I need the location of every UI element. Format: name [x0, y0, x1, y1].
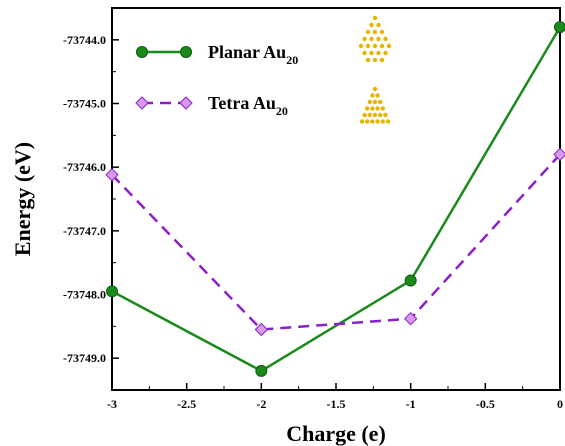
gold-atom [358, 43, 364, 49]
gold-atom [372, 86, 378, 92]
gold-atom [379, 29, 385, 35]
gold-atom [379, 43, 385, 49]
gold-atom [378, 112, 383, 118]
gold-atom [372, 99, 378, 105]
y-tick-label: -73746.0 [63, 160, 106, 174]
x-tick-label: -1.5 [327, 397, 346, 411]
x-tick-label: -2 [256, 397, 266, 411]
gold-atom [375, 106, 380, 111]
series-line-planar [111, 26, 562, 373]
y-tick-label: -73748.0 [63, 288, 106, 302]
gold-atom [375, 119, 380, 124]
data-point-tetra [403, 311, 418, 326]
gold-atom [362, 36, 367, 42]
x-tick-label: 0 [557, 397, 563, 411]
gold-atom [385, 119, 391, 124]
gold-atom [376, 36, 381, 42]
gold-atom [365, 43, 371, 49]
gold-atom [362, 112, 367, 118]
gold-atom [365, 57, 371, 63]
legend-marker-tetra [179, 96, 193, 110]
data-point-tetra [105, 168, 119, 182]
data-point-planar [404, 274, 417, 287]
legend: Planar Au20 Tetra Au20 [135, 15, 392, 124]
y-tick-label: -73747.0 [63, 224, 106, 238]
gold-atom [369, 50, 374, 56]
axis-ticks: -3 -2.5 -2 -1.5 -1 -0.5 0 -73749.0 -73748.0 -7374… [63, 7, 563, 411]
gold-atom [370, 106, 375, 111]
gold-atom [376, 22, 381, 28]
series-line-tetra [111, 153, 561, 331]
gold-atom [365, 106, 370, 111]
x-tick-label: -0.5 [476, 397, 495, 411]
planar-au20-cluster-icon [358, 15, 392, 63]
gold-atom [383, 50, 388, 56]
legend-marker-tetra [135, 96, 149, 110]
gold-atom [367, 99, 372, 105]
gold-atom [383, 36, 388, 42]
gold-atom [372, 57, 378, 63]
gold-atom [379, 57, 385, 63]
series-lines [111, 26, 562, 373]
y-tick-label: -73745.0 [63, 97, 106, 111]
data-point-tetra [553, 147, 565, 162]
gold-atom [383, 112, 388, 118]
gold-atom [369, 36, 374, 42]
x-axis-title: Charge (e) [286, 421, 386, 446]
y-tick-label: -73749.0 [63, 351, 106, 365]
gold-atom [370, 119, 375, 124]
y-axis-title: Energy (eV) [10, 142, 35, 256]
gold-atom [372, 29, 378, 35]
gold-atom [367, 112, 372, 118]
legend-label-tetra: Tetra Au20 [208, 93, 288, 118]
legend-marker-planar [180, 46, 192, 58]
gold-atom [376, 50, 381, 56]
series-markers [105, 21, 565, 377]
gold-atom [362, 50, 367, 56]
data-point-planar [255, 364, 268, 377]
legend-label-planar: Planar Au20 [208, 42, 298, 67]
plot-frame [111, 7, 561, 391]
data-point-planar [554, 21, 565, 34]
gold-atom [378, 99, 383, 105]
gold-atom [365, 119, 370, 124]
data-point-planar [106, 285, 118, 298]
gold-atom [375, 93, 380, 98]
x-tick-label: -2.5 [177, 397, 196, 411]
x-tick-label: -3 [107, 397, 117, 411]
gold-atom [372, 112, 378, 118]
gold-atom [372, 43, 378, 49]
gold-atom [386, 43, 392, 49]
y-tick-label: -73744.0 [63, 33, 106, 47]
x-tick-label: -1 [406, 397, 416, 411]
gold-atom [369, 22, 374, 28]
legend-marker-planar [136, 46, 148, 58]
tetra-au20-cluster-icon [359, 86, 391, 124]
gold-atom [365, 29, 371, 35]
data-point-tetra [254, 322, 269, 337]
gold-atom [380, 119, 385, 124]
gold-atom [380, 106, 385, 111]
gold-atom [359, 119, 365, 124]
gold-atom [370, 93, 375, 98]
gold-atom [372, 15, 378, 21]
